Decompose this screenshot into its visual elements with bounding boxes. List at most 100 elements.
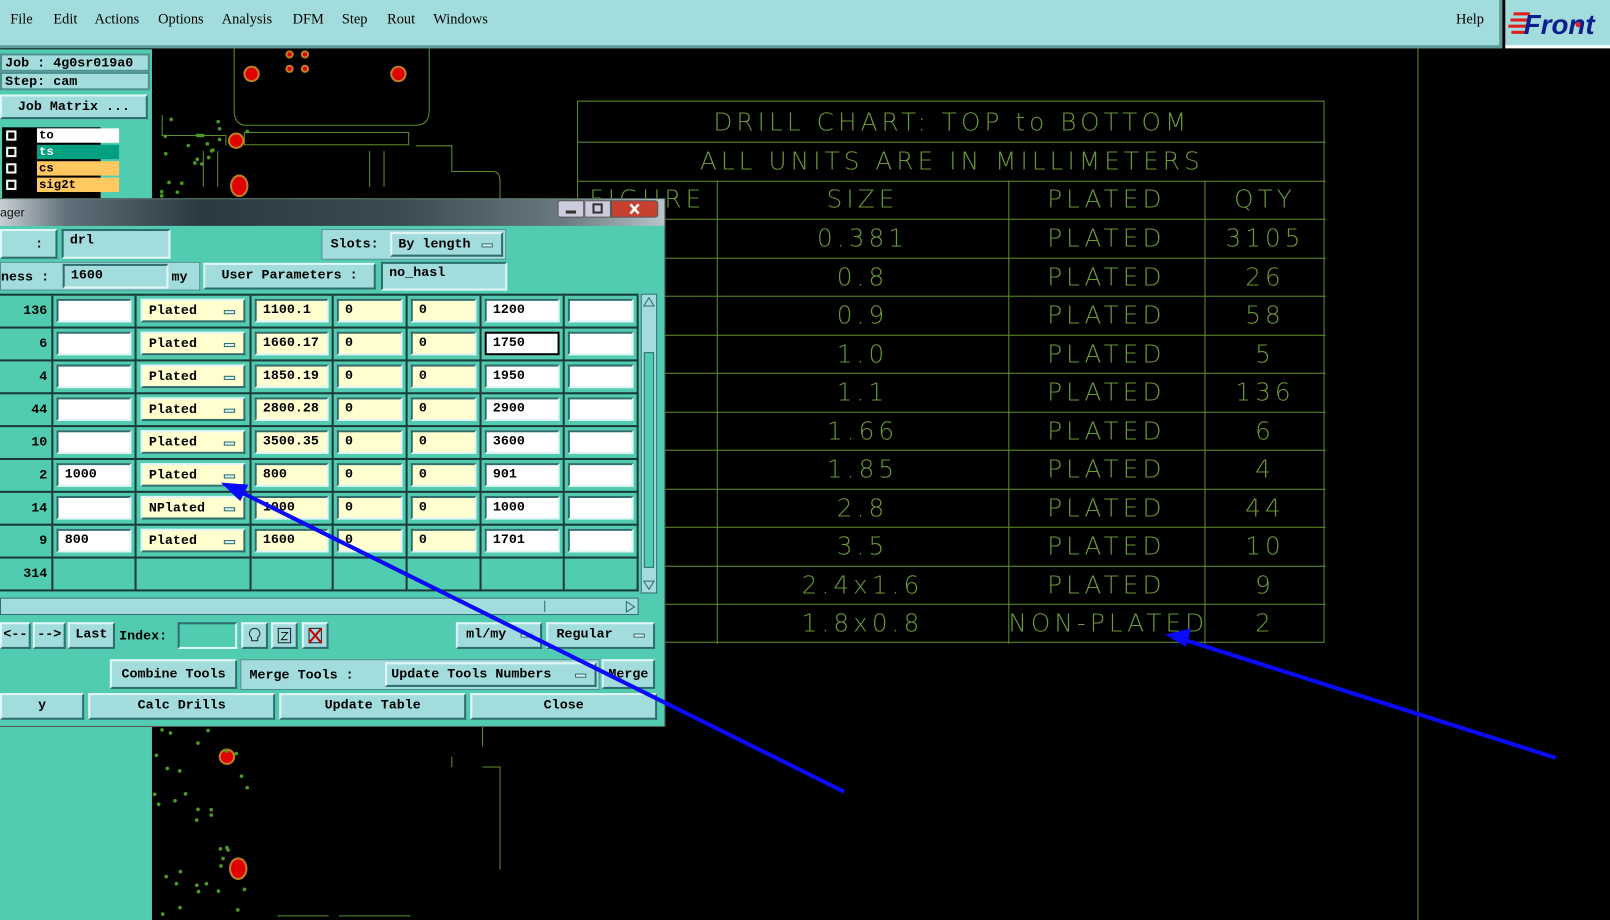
- finish-input[interactable]: 2800.28: [254, 397, 329, 421]
- user-parameters-button[interactable]: User Parameters :: [203, 262, 376, 290]
- c1-input[interactable]: [56, 298, 132, 323]
- c1-input[interactable]: [56, 331, 132, 356]
- plating-dropdown[interactable]: Plated: [140, 397, 246, 421]
- c1-input[interactable]: [56, 495, 132, 520]
- delete-button[interactable]: [301, 622, 329, 649]
- vertical-scrollbar[interactable]: [640, 293, 658, 594]
- m-input[interactable]: 0: [410, 495, 477, 520]
- m-input[interactable]: 0: [410, 364, 477, 389]
- minimize-button[interactable]: [557, 200, 585, 218]
- c7-input[interactable]: [567, 397, 634, 421]
- layer-input[interactable]: drl: [61, 228, 171, 259]
- prev-button[interactable]: <--: [0, 622, 31, 649]
- lightbulb-button[interactable]: [241, 622, 268, 649]
- layer-checkbox[interactable]: [6, 163, 17, 174]
- layer-checkbox[interactable]: [6, 179, 17, 190]
- scroll-up-icon[interactable]: [642, 296, 655, 307]
- menu-windows[interactable]: Windows: [433, 12, 488, 28]
- mode-dropdown[interactable]: Regular: [546, 622, 656, 649]
- scroll-down-icon[interactable]: [642, 580, 655, 591]
- close-window-button[interactable]: [610, 200, 659, 218]
- c1-input[interactable]: 800: [56, 528, 132, 553]
- plating-dropdown[interactable]: Plated: [140, 463, 246, 487]
- p-input[interactable]: 0: [336, 298, 403, 323]
- plating-dropdown[interactable]: Plated: [140, 430, 246, 454]
- drill-input[interactable]: 1000: [484, 495, 560, 520]
- plating-dropdown[interactable]: Plated: [140, 298, 246, 323]
- last-button[interactable]: Last: [67, 622, 116, 649]
- layer-row[interactable]: ts: [2, 144, 120, 160]
- c7-input[interactable]: [567, 298, 634, 323]
- calc-drills-button[interactable]: Calc Drills: [88, 693, 276, 720]
- drill-input[interactable]: 1200: [484, 298, 560, 323]
- apply-button[interactable]: y: [0, 693, 85, 720]
- c1-input[interactable]: [56, 397, 132, 421]
- layer-checkbox[interactable]: [6, 146, 17, 158]
- plating-dropdown[interactable]: Plated: [140, 528, 246, 553]
- c7-input[interactable]: [567, 331, 634, 356]
- layer-checkbox[interactable]: [6, 130, 17, 141]
- m-input[interactable]: 0: [410, 463, 477, 487]
- drill-input[interactable]: 1950: [484, 364, 560, 389]
- m-input[interactable]: 0: [410, 397, 477, 421]
- c7-input[interactable]: [567, 495, 634, 520]
- index-input[interactable]: [177, 622, 238, 649]
- p-input[interactable]: 0: [336, 364, 403, 389]
- scroll-right-icon[interactable]: [625, 600, 636, 613]
- finish-input[interactable]: 1850.19: [254, 364, 329, 389]
- menu-file[interactable]: File: [10, 12, 33, 28]
- combine-tools-button[interactable]: Combine Tools: [109, 659, 238, 689]
- layer-row[interactable]: sig2t: [2, 177, 120, 193]
- m-input[interactable]: 0: [410, 298, 477, 323]
- menu-step[interactable]: Step: [341, 12, 368, 28]
- layer-row[interactable]: to: [2, 127, 120, 143]
- m-input[interactable]: 0: [410, 430, 477, 454]
- c7-input[interactable]: [567, 528, 634, 553]
- menu-dfm[interactable]: DFM: [292, 12, 324, 28]
- scrollbar-thumb[interactable]: [1, 600, 546, 612]
- menu-help[interactable]: Help: [1456, 12, 1484, 28]
- c7-input[interactable]: [567, 430, 634, 454]
- close-button[interactable]: Close: [470, 693, 658, 720]
- m-input[interactable]: 0: [410, 528, 477, 553]
- menu-analysis[interactable]: Analysis: [221, 12, 273, 28]
- finish-input[interactable]: 3500.35: [254, 430, 329, 454]
- plating-dropdown[interactable]: Plated: [140, 331, 246, 356]
- p-input[interactable]: 0: [336, 331, 403, 356]
- menu-actions[interactable]: Actions: [94, 12, 140, 28]
- finish-input[interactable]: 800: [254, 463, 329, 487]
- p-input[interactable]: 0: [336, 430, 403, 454]
- units-dropdown[interactable]: ml/my: [455, 622, 543, 649]
- thickness-input[interactable]: 1600: [62, 263, 169, 289]
- drill-input[interactable]: 901: [484, 463, 560, 487]
- dialog-title-bar[interactable]: ager: [0, 199, 665, 226]
- menu-rout[interactable]: Rout: [387, 12, 416, 28]
- maximize-button[interactable]: [584, 200, 611, 218]
- scrollbar-thumb[interactable]: [643, 352, 655, 568]
- merge-dropdown[interactable]: Update Tools Numbers: [385, 662, 597, 687]
- refresh-button[interactable]: [271, 622, 298, 649]
- menu-edit[interactable]: Edit: [53, 12, 78, 28]
- drill-input[interactable]: 3600: [484, 430, 560, 454]
- c1-input[interactable]: [56, 364, 132, 389]
- menu-options[interactable]: Options: [158, 12, 204, 28]
- finish-input[interactable]: 1600: [254, 528, 329, 553]
- layer-row[interactable]: cs: [2, 160, 120, 176]
- drill-input[interactable]: 2900: [484, 397, 560, 421]
- drill-input[interactable]: 1750: [484, 331, 560, 356]
- finish-input[interactable]: 1660.17: [254, 331, 329, 356]
- drill-input[interactable]: 1701: [484, 528, 560, 553]
- layer-label[interactable]: :: [0, 228, 58, 259]
- plating-dropdown[interactable]: Plated: [140, 364, 246, 389]
- finish-input[interactable]: 1100.1: [254, 298, 329, 323]
- user-parameters-input[interactable]: no_hasl: [380, 261, 508, 291]
- job-matrix-button[interactable]: Job Matrix ...: [0, 94, 148, 120]
- p-input[interactable]: 0: [336, 463, 403, 487]
- p-input[interactable]: 0: [336, 397, 403, 421]
- c1-input[interactable]: [56, 430, 132, 454]
- slots-dropdown[interactable]: By length: [390, 232, 504, 257]
- c7-input[interactable]: [567, 364, 634, 389]
- c1-input[interactable]: 1000: [56, 463, 132, 487]
- plating-dropdown[interactable]: NPlated: [140, 495, 246, 520]
- m-input[interactable]: 0: [410, 331, 477, 356]
